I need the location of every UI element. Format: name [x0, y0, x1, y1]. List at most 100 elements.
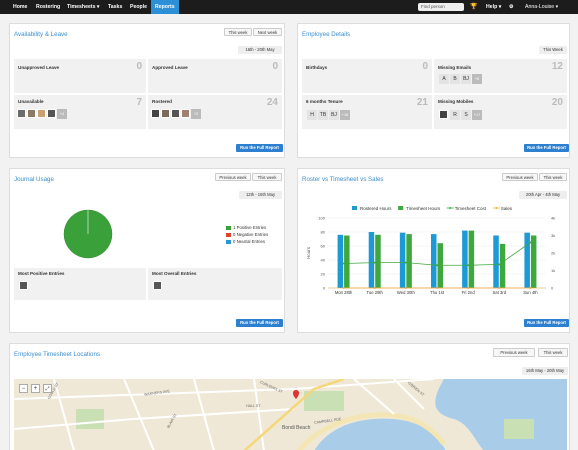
previous-week-button[interactable]: Previous week: [215, 173, 251, 181]
initials-avatar[interactable]: BJ: [329, 110, 339, 120]
line-point: [373, 261, 376, 264]
trophy-icon[interactable]: 🏆: [470, 4, 478, 10]
tenure-cell[interactable]: 6 months Tenure 21 H TB BJ +18: [302, 95, 432, 129]
more-avatars-badge[interactable]: +4: [57, 109, 67, 119]
missing-emails-cell[interactable]: Missing Emails 12 A B BJ +8: [434, 59, 567, 93]
nav-reports[interactable]: Reports: [151, 0, 179, 14]
y2-tick-label: 4k: [551, 216, 555, 221]
cell-count: 12: [551, 61, 563, 72]
avatar[interactable]: [153, 281, 162, 290]
help-menu[interactable]: Help ▾: [486, 0, 501, 14]
bar: [468, 230, 475, 288]
this-week-button[interactable]: This week: [224, 28, 252, 36]
nav-rostering[interactable]: Rostering: [36, 4, 61, 10]
this-week-label[interactable]: This Week: [539, 46, 567, 54]
x-tick-label: Fri 2nd: [462, 290, 476, 295]
more-avatars-badge[interactable]: +17: [472, 110, 482, 120]
bar: [344, 235, 350, 288]
most-positive-cell[interactable]: Most Positive Entries: [14, 268, 146, 300]
nav-people[interactable]: People: [130, 4, 148, 10]
bar: [337, 234, 344, 288]
more-avatars-badge[interactable]: +8: [472, 74, 482, 84]
map-road: [393, 379, 425, 410]
map-road: [14, 408, 295, 430]
bar: [530, 235, 537, 288]
locations-map[interactable]: Bondi Beach CURLEWIS ST CAMPBELL PDE GOU…: [14, 379, 567, 450]
run-full-report-button[interactable]: Run the Full Report: [524, 319, 569, 327]
cell-label: Approved Leave: [152, 65, 188, 70]
initials-avatar[interactable]: R: [450, 110, 460, 120]
date-range: 16th - 20th May: [238, 46, 282, 54]
line-point: [529, 241, 532, 244]
initials-avatar[interactable]: BJ: [461, 74, 471, 84]
initials-avatar[interactable]: B: [450, 74, 460, 84]
avatar[interactable]: [161, 109, 170, 118]
map-road: [253, 379, 265, 450]
line-point: [404, 261, 407, 264]
y-tick-label: 80: [321, 230, 326, 235]
initials-avatar[interactable]: TB: [318, 110, 328, 120]
cell-label: Birthdays: [306, 65, 328, 70]
positive-legend-label: 1 Positive Entries: [233, 225, 267, 230]
availability-panel: Availability & Leave This week Next week…: [9, 23, 285, 158]
avatar[interactable]: [171, 109, 180, 118]
user-menu[interactable]: Anna-Louise ▾: [525, 0, 558, 14]
zoom-in-button[interactable]: +: [31, 384, 40, 393]
avatar[interactable]: [37, 109, 46, 118]
y-tick-label: 60: [321, 244, 326, 249]
missing-mobiles-cell[interactable]: Missing Mobiles 20 R S +17: [434, 95, 567, 129]
unapproved-leave-cell[interactable]: Unapproved Leave 0: [14, 59, 146, 93]
unavailable-cell[interactable]: Unavailable 7 +4: [14, 95, 146, 129]
next-week-button[interactable]: Next week: [253, 28, 282, 36]
avatar[interactable]: [27, 109, 36, 118]
avatar[interactable]: [17, 109, 26, 118]
bar: [399, 232, 406, 288]
run-full-report-button[interactable]: Run the Full Report: [236, 144, 283, 152]
bar: [406, 234, 412, 288]
avatar[interactable]: [19, 281, 28, 290]
map-marker-icon[interactable]: [293, 390, 299, 399]
legend-swatch: [449, 207, 452, 209]
zoom-out-button[interactable]: −: [19, 384, 28, 393]
bar: [462, 230, 468, 288]
map-label: Bondi Beach: [282, 425, 311, 431]
avatar[interactable]: [47, 109, 56, 118]
cell-label: Rostered: [152, 99, 172, 104]
fullscreen-icon[interactable]: ⤢: [43, 384, 52, 393]
initials-avatar[interactable]: S: [461, 110, 471, 120]
this-week-button[interactable]: This week: [252, 173, 282, 181]
gear-icon[interactable]: ⚙: [509, 4, 514, 10]
legend-label: Timesheet Hours: [406, 206, 441, 211]
approved-leave-cell[interactable]: Approved Leave 0: [148, 59, 282, 93]
previous-week-button[interactable]: Previous week: [502, 173, 538, 181]
search-input[interactable]: Find person: [418, 3, 464, 11]
map-park: [304, 391, 344, 411]
nav-timesheets[interactable]: Timesheets ▾: [67, 0, 100, 14]
initials-avatar[interactable]: A: [439, 74, 449, 84]
panel-title: Availability & Leave: [14, 31, 68, 38]
avatar[interactable]: [439, 110, 448, 119]
more-avatars-badge[interactable]: +18: [340, 110, 350, 120]
more-avatars-badge[interactable]: +2: [191, 109, 201, 119]
run-full-report-button[interactable]: Run the Full Report: [524, 144, 569, 152]
map-road: [353, 379, 395, 415]
cell-label: Most Overall Entries: [152, 271, 197, 276]
run-full-report-button[interactable]: Run the Full Report: [236, 319, 283, 327]
y2-tick-label: 1k: [551, 268, 555, 273]
this-week-button[interactable]: This week: [538, 348, 568, 357]
previous-week-button[interactable]: Previous week: [493, 348, 535, 357]
avatar[interactable]: [151, 109, 160, 118]
this-week-button[interactable]: This week: [539, 173, 567, 181]
avatar[interactable]: [181, 109, 190, 118]
most-overall-cell[interactable]: Most Overall Entries: [148, 268, 282, 300]
nav-tasks[interactable]: Tasks: [108, 4, 123, 10]
line-point: [498, 263, 501, 266]
x-tick-label: Tue 29th: [367, 290, 384, 295]
date-range: 20th Apr - 4th May: [519, 191, 567, 199]
initials-avatar[interactable]: H: [307, 110, 317, 120]
panel-title: Employee Details: [302, 31, 351, 38]
line-point: [342, 262, 345, 265]
birthdays-cell[interactable]: Birthdays 0: [302, 59, 432, 93]
nav-home[interactable]: Home: [13, 4, 28, 10]
rostered-cell[interactable]: Rostered 24 +2: [148, 95, 282, 129]
